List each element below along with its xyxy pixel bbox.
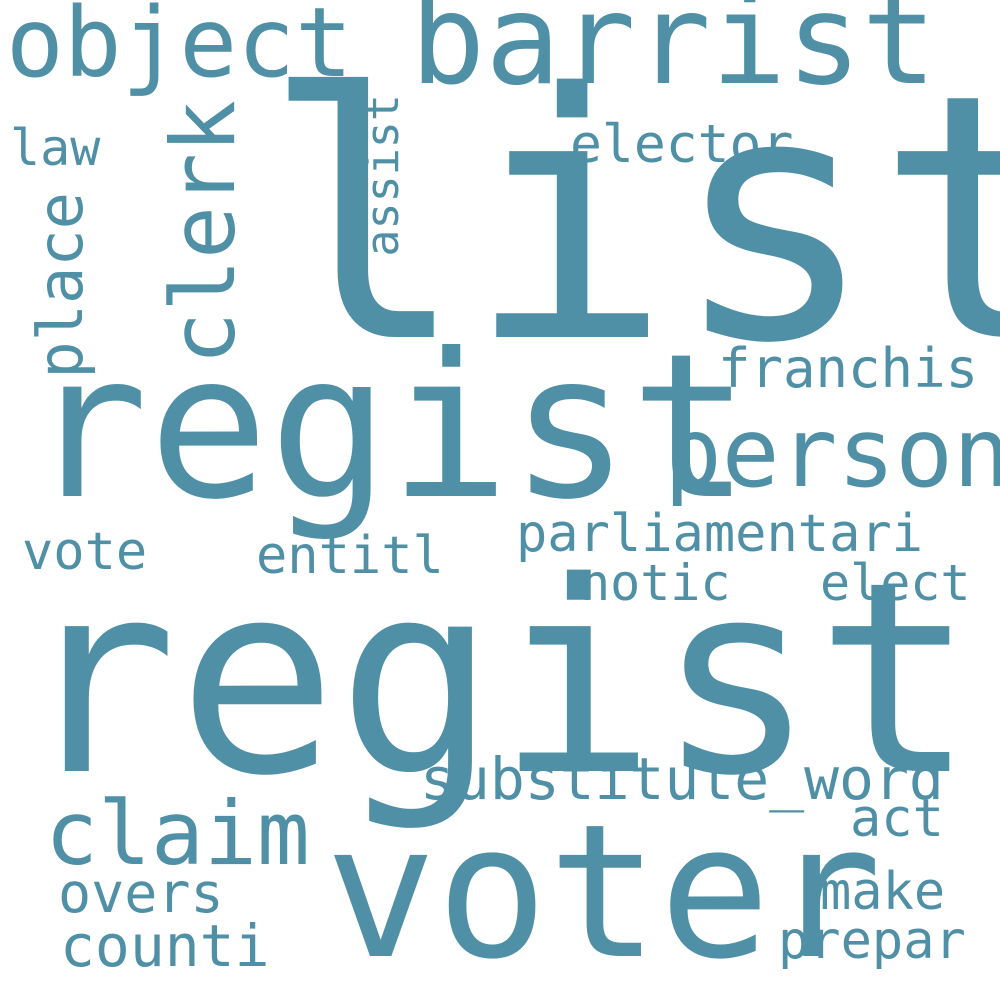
word-elect: elect	[820, 554, 971, 612]
word-notic: notic	[580, 554, 731, 612]
word-vote: vote	[22, 522, 148, 582]
word-counti: counti	[60, 912, 270, 980]
word-person: person	[664, 397, 1000, 509]
word-overs: overs	[58, 861, 224, 925]
word-prepar: prepar	[778, 911, 966, 971]
word-act: act	[850, 789, 944, 849]
word-clerk: clerk	[152, 100, 255, 365]
word-barrist: barrist	[410, 0, 937, 113]
word-franchis: franchis	[718, 337, 979, 400]
word-make: make	[820, 862, 946, 922]
word-list: list	[262, 22, 1000, 418]
word-elector: elector	[570, 114, 794, 175]
word-entitl: entitl	[256, 526, 444, 586]
word-object: object	[6, 0, 353, 99]
word-regist: regist	[28, 311, 751, 544]
word-place: place	[24, 192, 97, 379]
word-substitute-word: substitute_word	[420, 745, 944, 813]
word-claim: claim	[45, 782, 310, 885]
word-assist: assist	[356, 94, 409, 257]
word-voter: voter	[325, 784, 882, 1000]
word-law: law	[10, 119, 101, 177]
word-parliamentari: parliamentari	[516, 504, 923, 564]
